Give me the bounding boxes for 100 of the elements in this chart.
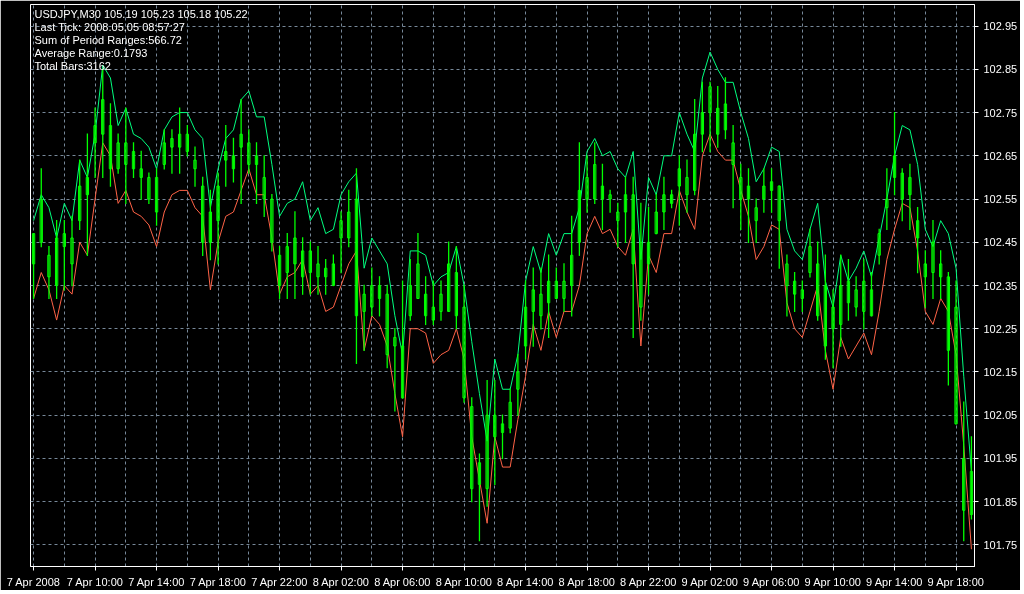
candlestick (70, 215, 74, 287)
candlestick (508, 388, 512, 434)
candlestick (201, 176, 205, 256)
candlestick (300, 237, 305, 295)
candlestick (447, 241, 451, 313)
candlestick (593, 142, 597, 205)
x-tick-label: 8 Apr 06:00 (374, 575, 431, 588)
candlestick (131, 142, 136, 179)
candlestick (54, 220, 59, 300)
x-tick-label: 8 Apr 10:00 (435, 575, 492, 588)
candlestick (939, 250, 943, 300)
y-tick-label: 102.85 (983, 63, 1018, 76)
x-tick-label: 7 Apr 14:00 (128, 575, 185, 588)
x-tick-label: 7 Apr 2008 (6, 575, 60, 588)
x-tick-label: 9 Apr 10:00 (804, 575, 861, 588)
candlestick (324, 258, 328, 295)
y-tick-label: 102.15 (983, 365, 1018, 378)
candlestick (493, 379, 497, 486)
candlestick (270, 194, 274, 252)
candlestick (962, 401, 966, 542)
candlestick (816, 241, 820, 321)
candlestick (78, 159, 82, 230)
candlestick (262, 155, 266, 217)
candlestick (562, 263, 566, 313)
y-tick-label: 102.45 (983, 236, 1018, 249)
y-tick-label: 102.75 (983, 106, 1018, 119)
line-series (33, 133, 972, 550)
y-tick-label: 102.05 (983, 409, 1018, 422)
candlestick (862, 258, 866, 330)
candlestick (931, 220, 935, 300)
x-tick-label: 8 Apr 22:00 (620, 575, 677, 588)
candlestick (646, 207, 651, 295)
candlestick (239, 98, 243, 205)
candlestick (854, 276, 858, 317)
candlestick (746, 168, 751, 243)
candlestick (808, 228, 812, 278)
candlestick (154, 168, 159, 226)
candlestick (247, 129, 251, 174)
candlestick (969, 436, 974, 520)
x-tick-label: 9 Apr 18:00 (927, 575, 984, 588)
candlestick (185, 124, 189, 157)
annotation: Average Range:0.1793 (34, 46, 148, 59)
candlestick (800, 280, 804, 313)
candlestick (224, 124, 228, 187)
candlestick (308, 241, 312, 295)
candlestick (892, 111, 897, 196)
candlestick (831, 289, 835, 369)
candlestick (477, 453, 482, 542)
candlestick (408, 258, 412, 321)
candlestick (739, 163, 743, 230)
candlestick (62, 220, 66, 291)
candlestick (877, 228, 881, 265)
candlestick (101, 68, 105, 179)
candlestick (162, 129, 166, 170)
candlestick (693, 98, 697, 196)
candlestick (193, 146, 197, 187)
candlestick (900, 168, 904, 222)
candlestick (277, 245, 282, 300)
candlestick (285, 232, 289, 300)
candlestick (423, 276, 428, 326)
candlestick (654, 194, 658, 235)
candlestick (554, 267, 558, 300)
candlestick (124, 107, 128, 205)
x-tick-label: 9 Apr 02:00 (681, 575, 738, 588)
x-tick-label: 7 Apr 22:00 (251, 575, 308, 588)
candlestick (523, 280, 528, 360)
candlestick (385, 284, 389, 369)
candlestick (339, 211, 343, 274)
y-tick-label: 101.85 (983, 495, 1018, 508)
candlestick (754, 198, 758, 243)
candlestick (700, 81, 705, 153)
candlestick (954, 280, 958, 425)
candlestick (846, 258, 851, 321)
candlestick (616, 202, 620, 248)
candlestick (377, 276, 382, 317)
candlestick (631, 176, 635, 339)
candlestick (570, 215, 574, 317)
candlestick (608, 189, 612, 213)
x-tick-label: 8 Apr 14:00 (497, 575, 554, 588)
candlestick (623, 176, 628, 243)
candlestick (792, 271, 797, 313)
candlestick (546, 254, 551, 339)
candlestick (400, 280, 405, 399)
candlestick (577, 142, 582, 256)
candlestick (677, 155, 681, 226)
y-tick-label: 102.65 (983, 149, 1018, 162)
candlestick (393, 328, 397, 412)
x-tick-label: 8 Apr 18:00 (558, 575, 615, 588)
candlestick (785, 254, 789, 317)
candlestick (769, 168, 774, 213)
candlestick (462, 284, 466, 403)
candlestick (170, 129, 174, 174)
candlestick (316, 245, 320, 295)
candlestick (915, 207, 920, 274)
candlestick (485, 379, 489, 507)
candlestick (639, 202, 643, 321)
x-tick-label: 7 Apr 10:00 (66, 575, 123, 588)
candlestick (908, 163, 912, 230)
candlestick (416, 232, 420, 300)
candlestick (93, 107, 97, 179)
